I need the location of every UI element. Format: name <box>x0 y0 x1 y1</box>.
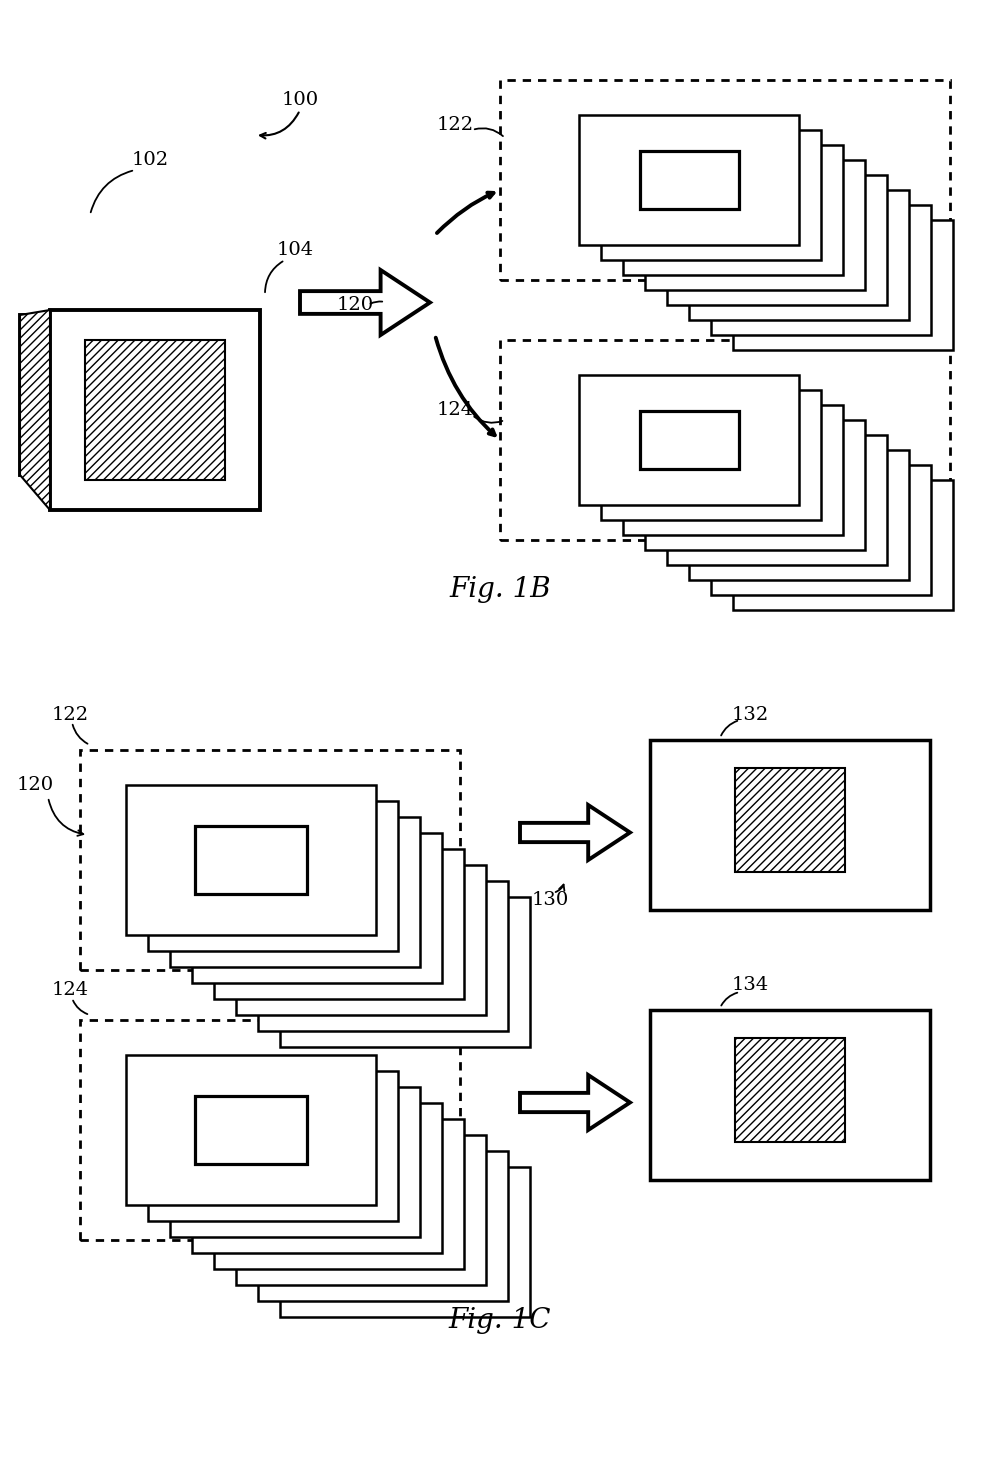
Polygon shape <box>520 1075 630 1130</box>
Bar <box>80 1020 460 1241</box>
Bar <box>80 750 460 970</box>
Text: Fig. 1B: Fig. 1B <box>449 576 551 604</box>
Bar <box>192 1102 442 1252</box>
Bar <box>640 151 738 209</box>
Bar <box>192 833 442 983</box>
Text: 102: 102 <box>131 151 169 169</box>
Text: 120: 120 <box>16 776 54 794</box>
Bar <box>623 146 843 275</box>
Bar <box>126 785 376 935</box>
Text: 104: 104 <box>276 241 314 259</box>
Bar <box>711 465 931 595</box>
Bar <box>650 1010 930 1180</box>
Text: 132: 132 <box>731 706 769 725</box>
Text: 134: 134 <box>731 976 769 994</box>
Text: 100: 100 <box>281 91 319 109</box>
Bar <box>735 1038 845 1142</box>
Bar <box>126 1055 376 1205</box>
Text: 124: 124 <box>51 980 89 1000</box>
Bar <box>500 79 950 279</box>
Bar <box>667 175 887 304</box>
Text: 122: 122 <box>436 116 474 134</box>
Bar <box>579 115 799 245</box>
Bar <box>214 1119 464 1269</box>
Bar <box>236 1135 486 1285</box>
Bar <box>50 310 260 510</box>
Bar <box>170 817 420 967</box>
Bar <box>733 220 953 350</box>
Bar <box>148 801 398 951</box>
Bar <box>258 1151 508 1301</box>
Text: 122: 122 <box>51 706 89 725</box>
Bar <box>195 826 307 894</box>
Polygon shape <box>300 270 430 335</box>
Bar <box>148 1072 398 1222</box>
Bar <box>735 767 845 872</box>
Bar <box>500 340 950 539</box>
Bar <box>689 190 909 320</box>
Text: 124: 124 <box>436 401 474 419</box>
Bar <box>214 850 464 1000</box>
Bar <box>280 1167 530 1317</box>
Bar <box>733 481 953 610</box>
Bar <box>20 315 170 475</box>
Bar <box>645 160 865 290</box>
Polygon shape <box>520 806 630 860</box>
Bar <box>601 129 821 260</box>
Text: Fig. 1C: Fig. 1C <box>449 1307 551 1333</box>
Bar <box>623 406 843 535</box>
Text: 130: 130 <box>531 891 569 908</box>
Bar <box>195 1097 307 1164</box>
Bar <box>85 340 225 481</box>
Polygon shape <box>20 310 50 510</box>
Bar <box>579 375 799 506</box>
Bar <box>711 204 931 335</box>
Text: 120: 120 <box>336 295 374 315</box>
Bar <box>601 390 821 520</box>
Bar <box>236 864 486 1014</box>
Bar <box>170 1086 420 1236</box>
Bar <box>640 410 738 469</box>
Bar <box>280 897 530 1047</box>
Bar <box>650 739 930 910</box>
Bar <box>667 435 887 564</box>
Bar <box>689 450 909 581</box>
Bar <box>645 420 865 550</box>
Bar <box>258 881 508 1030</box>
